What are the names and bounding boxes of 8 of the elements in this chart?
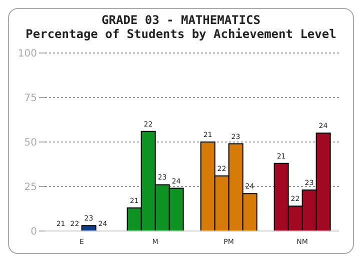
bar [81, 225, 96, 231]
chart-subtitle: Percentage of Students by Achievement Level [24, 27, 338, 41]
chart-title: GRADE 03 - MATHEMATICS [100, 13, 262, 27]
y-tick-label: 0 [30, 226, 37, 238]
y-tick-label: 25 [24, 182, 37, 194]
y-tick-label: 100 [18, 48, 37, 60]
y-tick-label: 75 [24, 93, 37, 104]
y-tick-label: 50 [24, 138, 37, 149]
